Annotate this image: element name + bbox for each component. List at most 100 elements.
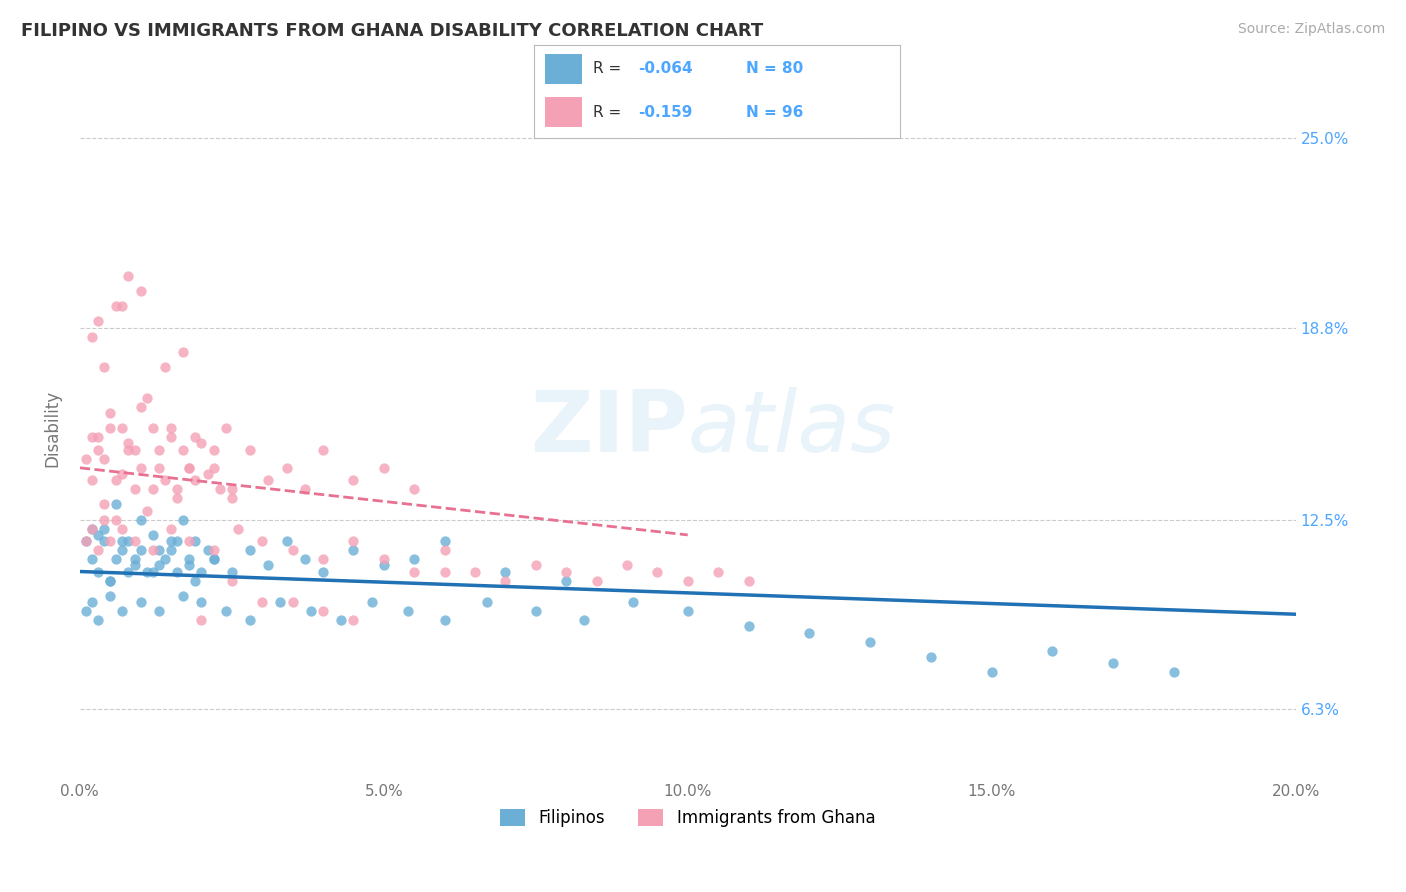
- Point: [221, 574, 243, 588]
- Point: [117, 436, 139, 450]
- Point: [312, 442, 335, 457]
- Point: [184, 430, 207, 444]
- Point: [433, 613, 456, 627]
- Point: [373, 460, 395, 475]
- Point: [494, 574, 516, 588]
- Point: [148, 604, 170, 618]
- Point: [197, 467, 219, 481]
- Point: [124, 552, 146, 566]
- Point: [555, 565, 578, 579]
- Point: [404, 565, 426, 579]
- Point: [135, 565, 157, 579]
- Point: [621, 595, 644, 609]
- Point: [215, 421, 238, 435]
- Point: [117, 442, 139, 457]
- Point: [93, 451, 115, 466]
- Point: [980, 665, 1002, 680]
- Point: [555, 574, 578, 588]
- Point: [117, 268, 139, 283]
- Point: [574, 613, 596, 627]
- Point: [135, 503, 157, 517]
- Y-axis label: Disability: Disability: [44, 390, 60, 467]
- Point: [215, 604, 238, 618]
- Point: [160, 421, 183, 435]
- Point: [1163, 665, 1185, 680]
- Point: [202, 552, 225, 566]
- Point: [75, 534, 97, 549]
- Point: [184, 574, 207, 588]
- Point: [98, 574, 121, 588]
- Point: [707, 565, 730, 579]
- Point: [208, 482, 231, 496]
- Point: [160, 522, 183, 536]
- Point: [221, 482, 243, 496]
- Point: [124, 534, 146, 549]
- Point: [111, 467, 134, 481]
- Point: [153, 552, 176, 566]
- Point: [111, 421, 134, 435]
- Point: [494, 565, 516, 579]
- Point: [252, 534, 274, 549]
- Point: [129, 595, 152, 609]
- Point: [202, 543, 225, 558]
- Point: [373, 552, 395, 566]
- Point: [111, 604, 134, 618]
- Point: [312, 565, 335, 579]
- Point: [276, 534, 298, 549]
- Point: [172, 589, 194, 603]
- Point: [226, 522, 249, 536]
- Point: [142, 528, 165, 542]
- Point: [142, 482, 165, 496]
- Point: [129, 460, 152, 475]
- Point: [1042, 644, 1064, 658]
- Point: [172, 345, 194, 359]
- Point: [87, 528, 110, 542]
- Point: [239, 543, 262, 558]
- Point: [80, 595, 103, 609]
- Point: [166, 534, 188, 549]
- Point: [221, 565, 243, 579]
- Point: [1102, 656, 1125, 670]
- Point: [124, 442, 146, 457]
- Point: [373, 558, 395, 573]
- Point: [160, 534, 183, 549]
- Point: [148, 460, 170, 475]
- Point: [737, 574, 759, 588]
- Point: [105, 552, 128, 566]
- Point: [404, 482, 426, 496]
- Point: [190, 565, 212, 579]
- Text: ZIP: ZIP: [530, 386, 688, 470]
- Text: N = 80: N = 80: [747, 62, 804, 77]
- Point: [647, 565, 669, 579]
- Point: [202, 460, 225, 475]
- Point: [404, 552, 426, 566]
- Point: [342, 473, 364, 487]
- Point: [80, 473, 103, 487]
- Text: Source: ZipAtlas.com: Source: ZipAtlas.com: [1237, 22, 1385, 37]
- Point: [252, 595, 274, 609]
- Point: [160, 430, 183, 444]
- Point: [312, 604, 335, 618]
- Point: [269, 595, 291, 609]
- Point: [737, 619, 759, 633]
- Point: [676, 574, 699, 588]
- FancyBboxPatch shape: [546, 97, 582, 127]
- Point: [105, 498, 128, 512]
- Point: [87, 565, 110, 579]
- Point: [93, 498, 115, 512]
- Point: [202, 552, 225, 566]
- Point: [202, 442, 225, 457]
- Point: [342, 613, 364, 627]
- Point: [294, 552, 316, 566]
- Point: [98, 421, 121, 435]
- Point: [920, 649, 942, 664]
- Text: -0.159: -0.159: [638, 104, 693, 120]
- Point: [433, 543, 456, 558]
- Point: [799, 625, 821, 640]
- Point: [179, 460, 201, 475]
- Point: [98, 574, 121, 588]
- Point: [142, 565, 165, 579]
- Point: [179, 558, 201, 573]
- Point: [129, 284, 152, 298]
- Point: [75, 451, 97, 466]
